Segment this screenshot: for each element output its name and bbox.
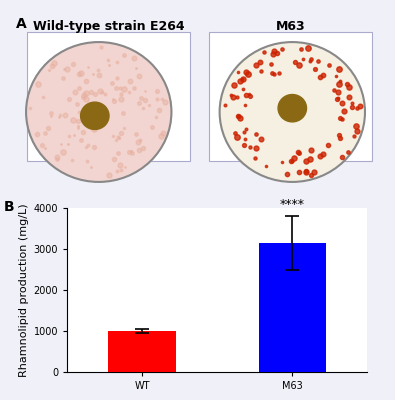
Circle shape: [220, 42, 365, 182]
Text: Wild-type strain E264: Wild-type strain E264: [33, 20, 184, 33]
Bar: [259, 243, 326, 372]
Text: A: A: [16, 17, 26, 31]
FancyBboxPatch shape: [27, 32, 190, 161]
Text: B: B: [4, 200, 15, 214]
Bar: [108, 331, 176, 372]
Circle shape: [81, 102, 109, 130]
Circle shape: [278, 94, 307, 122]
Text: ****: ****: [280, 198, 305, 211]
Y-axis label: Rhamnolipid production (mg/L): Rhamnolipid production (mg/L): [19, 203, 29, 377]
Circle shape: [26, 42, 171, 182]
Text: M63: M63: [276, 20, 305, 33]
FancyBboxPatch shape: [209, 32, 372, 161]
